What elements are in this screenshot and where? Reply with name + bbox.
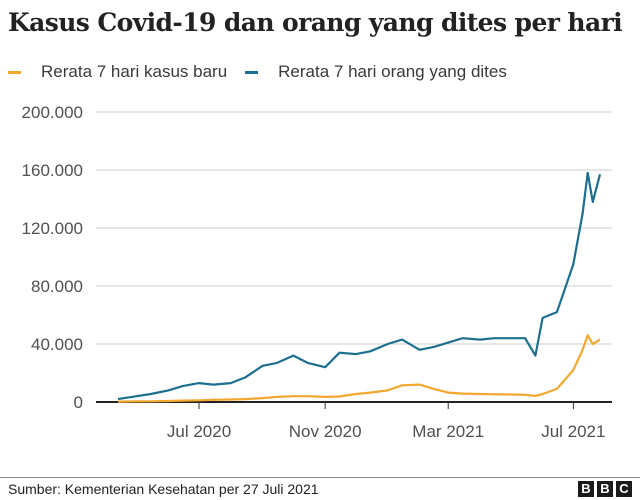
y-tick-label: 80.000 [31,277,83,296]
series-line-cases [117,334,601,403]
y-tick-label: 160.000 [22,161,83,180]
gridlines [96,111,612,345]
bbc-logo-letter: B [597,481,613,497]
legend-swatch-tests [245,70,259,74]
y-tick-label: 200.000 [22,103,83,122]
y-axis-labels: 0 40.000 80.000 120.000 160.000 200.000 [22,103,83,412]
legend-item-tests: Rerata 7 hari orang yang dites [245,62,507,82]
series-line-tests [117,171,602,401]
legend-label-tests: Rerata 7 hari orang yang dites [278,62,507,81]
bbc-logo: B B C [578,481,632,497]
y-tick-label: 40.000 [31,335,83,354]
x-tick-label: Mar 2021 [412,422,484,441]
footer-divider [0,477,640,478]
legend-item-cases: Rerata 7 hari kasus baru [8,62,227,82]
y-tick-label: 120.000 [22,219,83,238]
line-chart: 0 40.000 80.000 120.000 160.000 200.000 Jul 2… [22,103,612,441]
y-tick-label: 0 [74,393,83,412]
x-tick-label: Nov 2020 [289,422,362,441]
chart-title: Kasus Covid-19 dan orang yang dites per … [8,8,623,37]
legend-label-cases: Rerata 7 hari kasus baru [41,62,228,81]
x-tick-label: Jul 2020 [167,422,231,441]
x-axis: Jul 2020 Nov 2020 Mar 2021 Jul 2021 [96,401,612,441]
bbc-logo-letter: C [616,481,632,497]
source-note: Sumber: Kementerian Kesehatan per 27 Jul… [8,481,319,497]
bbc-logo-letter: B [578,481,594,497]
chart-legend: Rerata 7 hari kasus baru Rerata 7 hari o… [8,62,525,82]
x-tick-label: Jul 2021 [541,422,605,441]
legend-swatch-cases [8,70,21,74]
